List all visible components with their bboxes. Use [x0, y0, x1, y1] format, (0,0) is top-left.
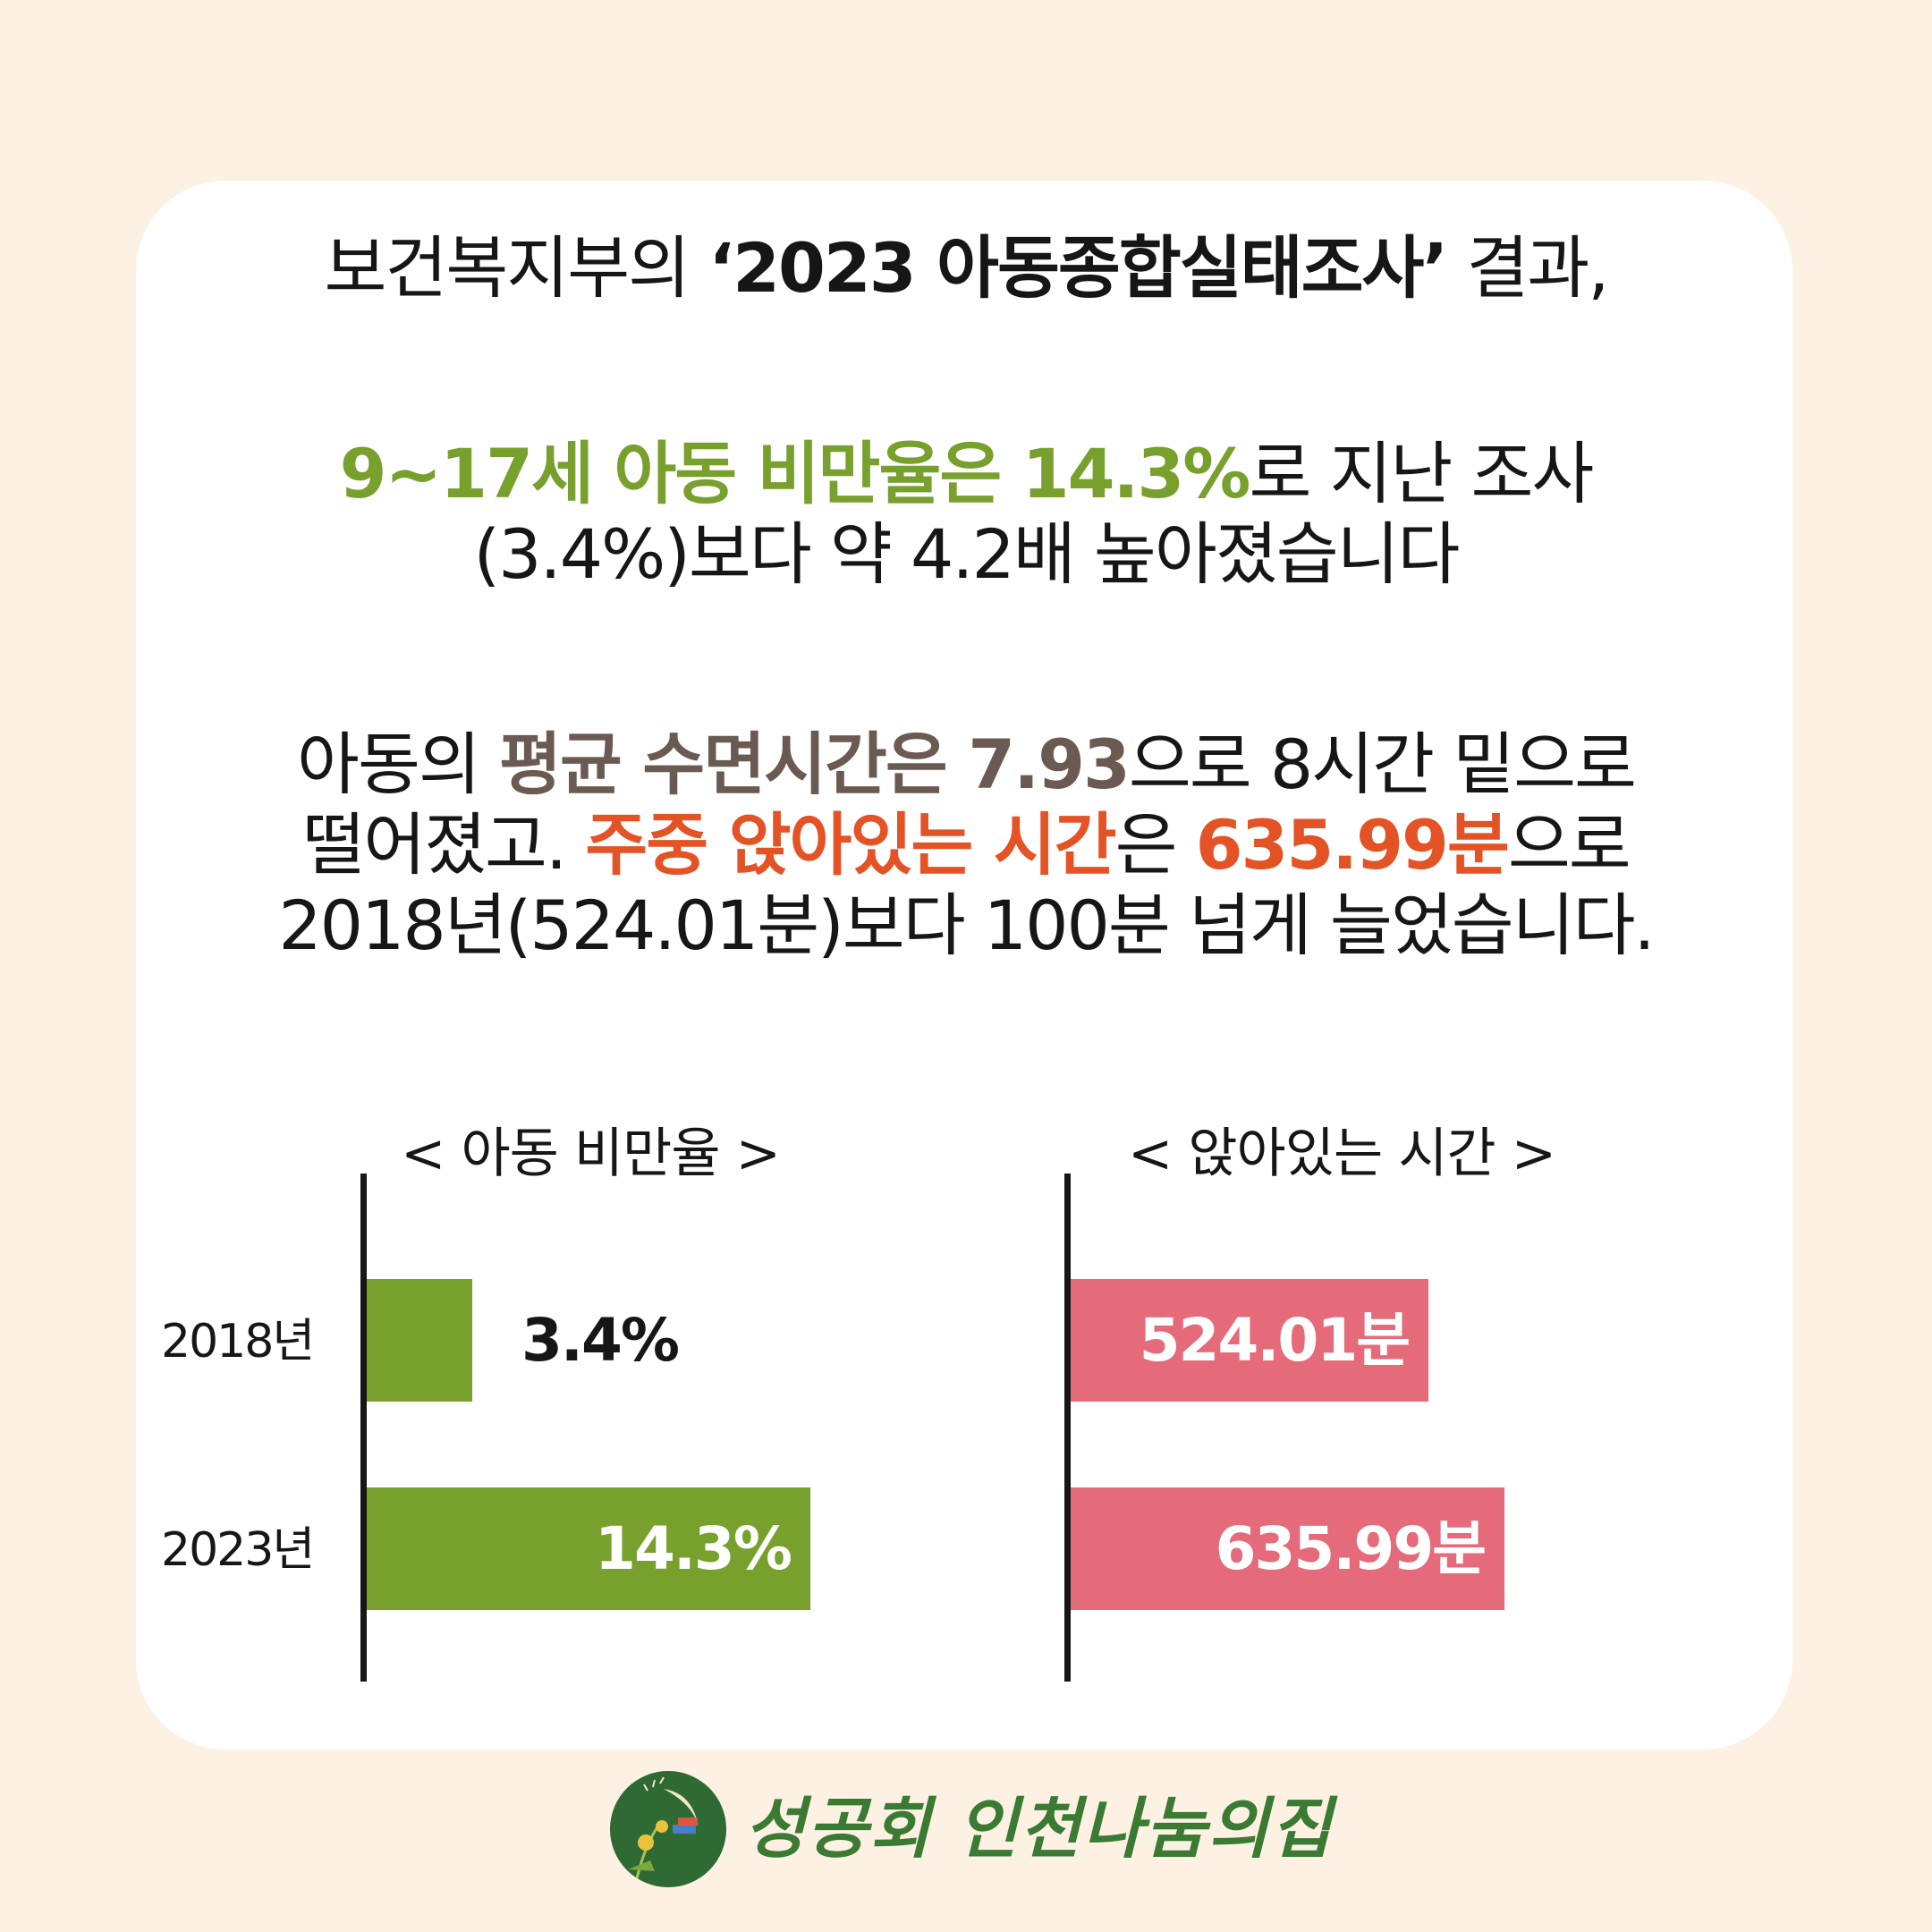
category-label-2018: 2018년	[161, 1315, 315, 1368]
obesity-line-1: 9~17세 아동 비만율은 14.3%로 지난 조사	[0, 434, 1932, 514]
sleep-line-2: 떨어졌고. 주중 앉아있는 시간은 635.99분으로	[0, 805, 1932, 886]
sleep-highlight: 평균 수면시간은 7.93	[498, 724, 1131, 804]
obesity-bar-1	[367, 1487, 810, 1610]
obesity-line-2: (3.4%)보다 약 4.2배 높아졌습니다	[473, 514, 1461, 594]
sleep-line-2-post: 으로	[1507, 805, 1631, 885]
sitting-bar-1	[1071, 1487, 1504, 1610]
obesity-line-1-post: 로 지난 조사	[1249, 434, 1594, 513]
obesity-paragraph: 9~17세 아동 비만율은 14.3%로 지난 조사 (3.4%)보다 약 4.…	[0, 434, 1932, 595]
sleep-line-2-mid: 은	[1114, 805, 1196, 885]
organization-logo: 성공회 인천나눔의집	[610, 1771, 1504, 1887]
obesity-chart-axis	[360, 1174, 367, 1682]
obesity-bar-0	[367, 1279, 472, 1402]
sitting-highlight: 주중 앉아있는 시간	[585, 805, 1116, 885]
sitting-minutes-highlight: 635.99분	[1195, 805, 1510, 885]
sitting-chart-axis	[1064, 1174, 1071, 1682]
obesity-value-label-1: 14.3%	[595, 1513, 792, 1583]
obesity-value-label-0: 3.4%	[521, 1305, 680, 1375]
sleep-line-1-pre: 아동의	[297, 724, 499, 804]
intro-text-pre: 보건복지부의	[324, 228, 709, 308]
obesity-chart-title: < 아동 비만율 >	[401, 1123, 781, 1185]
sleep-paragraph: 아동의 평균 수면시간은 7.93으로 8시간 밑으로 떨어졌고. 주중 앉아있…	[0, 724, 1932, 966]
sitting-bar-0	[1071, 1279, 1428, 1402]
intro-text-post: 결과,	[1446, 228, 1609, 308]
sitting-value-label-0: 524.01분	[1139, 1305, 1411, 1375]
category-label-2023: 2023년	[161, 1523, 315, 1577]
intro-paragraph: 보건복지부의 ‘2023 아동종합실태조사’ 결과,	[0, 228, 1932, 309]
survey-name: ‘2023 아동종합실태조사’	[708, 228, 1448, 308]
sleep-line-2-pre: 떨어졌고.	[302, 805, 586, 885]
sleep-line-3: 2018년(524.01분)보다 100분 넘게 늘었습니다.	[278, 886, 1655, 965]
sitting-chart-title: < 앉아있는 시간 >	[1128, 1123, 1556, 1185]
logo-emblem	[610, 1771, 726, 1887]
dandelion-icon	[610, 1771, 726, 1887]
sleep-line-1: 아동의 평균 수면시간은 7.93으로 8시간 밑으로	[0, 724, 1932, 805]
logo-text: 성공회 인천나눔의집	[744, 1791, 1334, 1868]
obesity-highlight: 9~17세 아동 비만율은 14.3%	[339, 434, 1251, 513]
sitting-value-label-1: 635.99분	[1215, 1513, 1487, 1583]
sleep-line-1-post: 으로 8시간 밑으로	[1128, 724, 1637, 804]
